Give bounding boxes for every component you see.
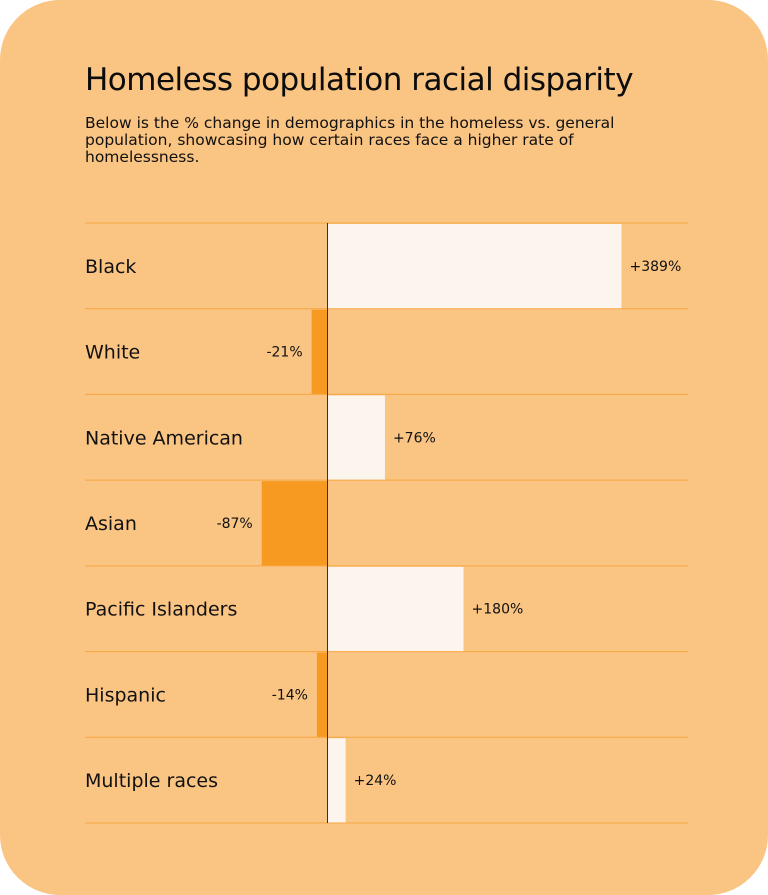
- value-label: -87%: [217, 516, 253, 532]
- bar: [311, 309, 328, 395]
- bar: [327, 395, 385, 481]
- bar: [327, 224, 622, 309]
- value-label: +389%: [630, 259, 682, 275]
- value-label: -21%: [266, 345, 302, 361]
- chart-subtitle: Below is the % change in demographics in…: [85, 114, 615, 166]
- category-label: Native American: [85, 427, 243, 449]
- value-label: -14%: [272, 687, 308, 703]
- category-label: White: [85, 342, 140, 364]
- value-label: +76%: [393, 430, 436, 446]
- bar: [327, 566, 464, 652]
- category-label: Pacific Islanders: [85, 599, 237, 621]
- bar: [327, 738, 346, 823]
- category-label: Multiple races: [85, 770, 218, 792]
- value-label: +24%: [354, 773, 397, 789]
- chart-title: Homeless population racial disparity: [85, 62, 634, 98]
- bar: [316, 652, 328, 738]
- category-label: Asian: [85, 513, 137, 535]
- category-label: Black: [85, 256, 136, 278]
- category-label: Hispanic: [85, 684, 166, 706]
- bar: [261, 481, 328, 566]
- value-label: +180%: [472, 602, 524, 618]
